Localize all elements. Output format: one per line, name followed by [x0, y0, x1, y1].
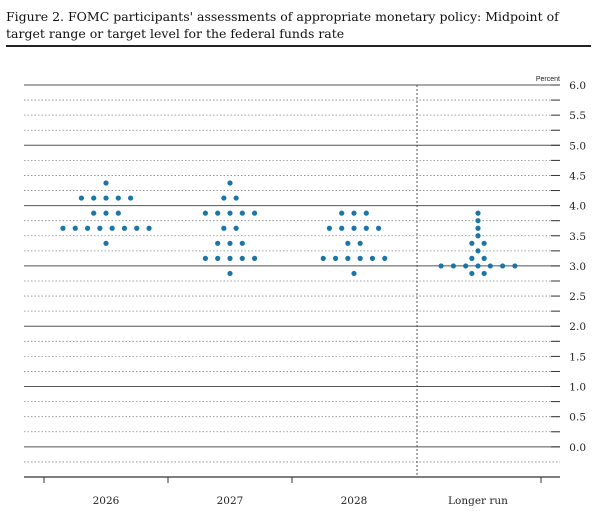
participant-dot — [500, 263, 506, 269]
participant-dot — [233, 195, 239, 201]
participant-dot — [363, 210, 369, 216]
participant-dot — [227, 270, 233, 277]
participant-dot — [487, 263, 493, 269]
participant-dot — [252, 210, 258, 216]
y-tick-label: 2.0 — [569, 321, 586, 333]
y-tick-label: 2.5 — [569, 291, 586, 303]
y-tick-label: 4.0 — [569, 201, 586, 213]
y-tick-label: 6.0 — [569, 80, 586, 92]
participant-dot — [345, 240, 351, 246]
participant-dot — [227, 210, 233, 216]
participant-dot — [103, 210, 109, 216]
participant-dot — [475, 218, 481, 224]
participant-dot — [339, 225, 345, 231]
participant-dot — [221, 225, 227, 231]
y-unit-label: Percent — [536, 76, 560, 83]
participant-dot — [326, 225, 332, 231]
y-tick-label: 5.5 — [569, 110, 586, 122]
title-divider — [6, 45, 591, 47]
participant-dot — [128, 195, 134, 201]
participant-dot — [239, 240, 245, 246]
participant-dot — [84, 225, 91, 231]
participant-dot — [469, 240, 475, 246]
participant-dot — [72, 225, 78, 231]
participant-dot — [475, 233, 481, 239]
participant-dot — [481, 255, 487, 261]
participant-dot — [320, 255, 326, 261]
participant-dot — [103, 195, 109, 201]
participant-dot — [60, 225, 66, 231]
participant-dot — [475, 248, 481, 254]
y-tick-label: 1.0 — [569, 382, 586, 394]
participant-dot — [357, 240, 363, 246]
figure-title: Figure 2. FOMC participants' assessments… — [6, 9, 559, 41]
participant-dot — [351, 225, 357, 231]
participant-dot — [91, 195, 97, 201]
participant-dot — [469, 270, 475, 277]
participant-dot — [215, 240, 221, 246]
participant-dot — [202, 255, 208, 261]
participant-dot — [103, 180, 109, 186]
participant-dot — [345, 255, 351, 261]
y-tick-label: 3.0 — [569, 261, 586, 273]
participant-dot — [227, 240, 233, 246]
participant-dot — [463, 263, 469, 269]
participant-dot — [103, 240, 109, 246]
participant-dot — [512, 263, 518, 269]
participant-dot — [481, 270, 487, 277]
participant-dot — [481, 240, 487, 246]
participant-dot — [97, 225, 103, 231]
x-category-label: Longer run — [448, 495, 508, 507]
participant-dot — [469, 255, 475, 261]
participant-dot — [475, 225, 481, 231]
participant-dot — [252, 255, 258, 261]
participant-dot — [78, 195, 84, 201]
participant-dot — [227, 180, 233, 186]
participant-dot — [475, 263, 481, 269]
x-category-label: 2027 — [217, 495, 244, 507]
participant-dot — [369, 255, 376, 261]
participant-dot — [215, 255, 221, 261]
y-tick-label: 0.5 — [569, 412, 586, 424]
participant-dot — [91, 210, 97, 216]
participant-dot — [450, 263, 456, 269]
axis-layer: 0.0 0.5 1.0 1.5 2.0 2.5 3.0 3.5 4.0 4.5 5.0 5.5 6.0 P… — [24, 76, 586, 507]
y-tick-label: 1.5 — [569, 351, 586, 363]
y-tick-label: 5.0 — [569, 140, 586, 152]
participant-dot — [221, 195, 227, 201]
y-tick-label: 4.5 — [569, 170, 586, 182]
x-category-label: 2026 — [93, 495, 120, 507]
participant-dot — [134, 225, 140, 231]
participant-dot — [351, 210, 357, 216]
participant-dot — [121, 225, 128, 231]
participant-dot — [339, 210, 345, 216]
y-tick-label: 3.5 — [569, 231, 586, 243]
y-tick-label: 0.0 — [569, 442, 586, 454]
participant-dot — [215, 210, 221, 216]
participant-dot — [146, 225, 152, 231]
participant-dot — [227, 255, 233, 261]
participant-dot — [109, 225, 115, 231]
participant-dot — [438, 263, 444, 269]
participant-dot — [115, 195, 121, 201]
grid-layer — [24, 84, 560, 478]
participant-dot — [239, 210, 245, 216]
participant-dot — [357, 255, 363, 261]
participant-dot — [332, 255, 339, 261]
participant-dot — [351, 270, 357, 277]
participant-dot — [475, 210, 481, 216]
participant-dot — [382, 255, 388, 261]
participant-dot — [202, 210, 208, 216]
dots-layer — [60, 180, 518, 277]
participant-dot — [376, 225, 382, 231]
participant-dot — [363, 225, 369, 231]
participant-dot — [239, 255, 245, 261]
participant-dot — [233, 225, 239, 231]
x-category-label: 2028 — [341, 495, 368, 507]
participant-dot — [115, 210, 121, 216]
